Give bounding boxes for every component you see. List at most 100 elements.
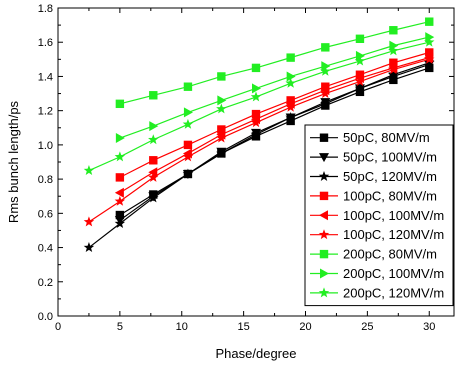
data-point	[115, 133, 125, 144]
legend-label: 200pC, 120MV/m	[343, 285, 444, 300]
data-point	[148, 192, 159, 203]
data-point	[424, 36, 435, 47]
x-tick-label: 30	[423, 321, 435, 333]
legend-label: 50pC, 120MV/m	[343, 169, 437, 184]
data-point	[250, 129, 262, 140]
data-point	[354, 76, 366, 87]
data-point	[148, 167, 158, 178]
data-point	[183, 82, 193, 91]
data-point	[217, 125, 226, 134]
data-point	[321, 82, 330, 91]
legend-label: 100pC, 120MV/m	[343, 227, 444, 242]
data-point	[389, 58, 398, 67]
data-point	[114, 187, 124, 198]
data-point	[114, 195, 126, 206]
data-point	[320, 88, 331, 99]
data-point	[252, 83, 261, 94]
data-point	[250, 117, 262, 128]
data-point	[285, 77, 296, 88]
data-point	[182, 151, 194, 162]
data-point	[320, 98, 331, 109]
data-point	[216, 147, 227, 158]
data-point	[182, 168, 194, 179]
plot-area: 0 5 10 15 20 25 30 0.0 0.2 0.4 0.6 0.8 1.0 1.2 1.4 1.6 1…	[38, 3, 455, 333]
data-point	[83, 242, 95, 253]
legend-label: 200pC, 100MV/m	[343, 266, 444, 281]
data-point	[355, 34, 365, 43]
legend-marker	[318, 229, 330, 240]
data-point	[388, 69, 399, 80]
series-line	[119, 21, 430, 105]
data-point	[425, 17, 434, 26]
legend-label: 100pC, 80MV/m	[343, 188, 437, 203]
data-point	[183, 140, 193, 150]
legend-marker	[318, 171, 330, 181]
y-tick-label: 1.4	[38, 71, 53, 83]
legend-marker	[319, 210, 328, 221]
series-line	[119, 36, 430, 139]
data-point	[321, 61, 331, 72]
data-point	[286, 96, 295, 105]
legend-label: 100pC, 100MV/m	[343, 208, 444, 223]
legend-marker	[318, 287, 330, 298]
data-point	[285, 101, 296, 112]
x-axis-title: Phase/degree	[216, 346, 297, 361]
legend-label: 200pC, 80MV/m	[343, 247, 437, 262]
data-point	[83, 165, 95, 176]
data-point	[115, 210, 125, 220]
y-tick-label: 0.0	[38, 311, 53, 323]
x-tick-label: 0	[55, 321, 61, 333]
data-point	[149, 121, 159, 132]
data-point	[425, 32, 435, 43]
data-point	[285, 112, 296, 122]
data-point	[251, 109, 261, 119]
data-point	[148, 171, 159, 182]
data-point	[355, 50, 365, 61]
data-point	[115, 99, 125, 109]
y-axis-title: Rms bunch length/ps	[6, 100, 21, 223]
y-tick-label: 1.2	[38, 106, 53, 118]
data-point	[217, 95, 227, 106]
legend-marker	[320, 268, 329, 279]
data-point	[114, 151, 126, 162]
data-point	[216, 132, 227, 143]
y-tick-label: 0.6	[38, 208, 53, 220]
data-point	[83, 216, 95, 227]
series-line	[119, 57, 430, 194]
y-tick-label: 1.0	[38, 140, 53, 152]
data-point	[389, 26, 398, 35]
data-point	[388, 45, 399, 56]
data-point	[182, 118, 194, 129]
series-line	[119, 51, 430, 178]
legend-label: 50pC, 80MV/m	[343, 130, 430, 145]
data-point	[216, 103, 227, 114]
data-point	[217, 72, 226, 81]
data-point	[389, 40, 399, 51]
data-point	[115, 173, 125, 182]
data-point	[149, 91, 158, 100]
x-tick-label: 15	[238, 321, 250, 333]
data-point	[354, 82, 366, 93]
x-tick-label: 10	[176, 321, 188, 333]
x-tick-label: 25	[361, 321, 373, 333]
legend-marker	[319, 133, 329, 142]
legend: 50pC, 80MV/m 50pC, 100MV/m 50pC, 120MV/m 10…	[304, 124, 454, 307]
legend-marker	[319, 191, 329, 201]
y-tick-label: 1.8	[38, 3, 53, 15]
data-point	[320, 65, 331, 76]
y-tick-label: 0.8	[38, 174, 53, 186]
data-point	[286, 53, 295, 62]
data-point	[114, 218, 126, 229]
data-point	[251, 63, 261, 73]
data-point	[148, 134, 159, 145]
data-point	[355, 70, 365, 79]
series-line	[119, 67, 430, 216]
data-point	[149, 156, 158, 165]
legend-marker	[319, 249, 329, 259]
data-point	[286, 71, 296, 82]
legend-marker	[319, 153, 329, 163]
data-point	[425, 48, 434, 57]
data-point	[424, 57, 435, 68]
data-point	[183, 107, 193, 118]
